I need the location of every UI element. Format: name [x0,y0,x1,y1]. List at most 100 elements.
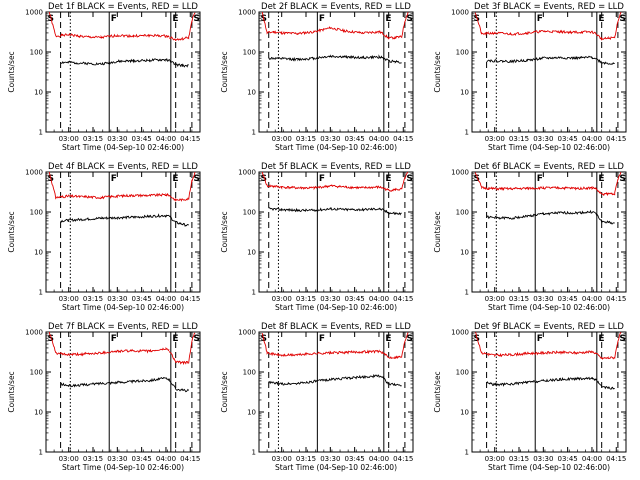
events-series-line [60,57,189,68]
detector-panel-7: Det 7f BLACK = Events, RED = LLD 1 10 100 10… [0,320,213,480]
marker-letter: E [172,334,178,344]
detector-panel-9: Det 9f BLACK = Events, RED = LLD 1 10 100 10… [426,320,639,480]
marker-letter: F [537,174,543,184]
x-axis-label: Start Time (04-Sep-10 02:46:00) [62,303,184,312]
y-tick-label: 10 [34,409,43,417]
x-tick-label: 04:15 [180,455,200,463]
marker-letter: S [193,174,199,184]
y-tick-label: 100 [243,49,256,57]
marker-letter: S [48,14,54,24]
x-tick-label: 04:00 [156,295,176,303]
x-tick-label: 04:15 [606,135,626,143]
x-tick-label: 04:15 [180,135,200,143]
plot-frame [45,331,201,453]
y-axis-label: Counts/sec [433,211,442,252]
panel-title: Det 9f BLACK = Events, RED = LLD [474,322,624,332]
plot-frame [471,331,627,453]
panel-chart: Det 8f BLACK = Events, RED = LLD 1 10 100 10… [220,322,414,472]
marker-letter: E [385,334,391,344]
x-tick-label: 03:45 [132,135,152,143]
y-tick-label: 10 [247,409,256,417]
marker-letter: F [319,174,325,184]
y-axis-label: Counts/sec [7,51,16,92]
x-tick-label: 03:00 [59,135,79,143]
plot-frame [45,11,201,133]
x-tick-label: 03:15 [296,135,316,143]
x-tick-label: 03:45 [558,135,578,143]
marker-letter: S [193,334,199,344]
y-tick-label: 100 [30,49,43,57]
marker-letter: S [406,174,412,184]
y-tick-label: 1 [39,129,43,137]
plot-frame [471,11,627,133]
x-tick-label: 03:15 [296,295,316,303]
x-tick-label: 03:15 [509,295,529,303]
marker-letter: S [406,334,412,344]
y-tick-label: 1000 [25,9,43,17]
plot-frame [258,331,414,453]
x-axis-label: Start Time (04-Sep-10 02:46:00) [275,143,397,152]
marker-letter: S [406,14,412,24]
y-tick-label: 1000 [451,169,469,177]
x-tick-label: 04:00 [582,295,602,303]
detector-panel-5: Det 5f BLACK = Events, RED = LLD 1 10 100 10… [213,160,426,320]
marker-letter: F [111,334,117,344]
x-tick-label: 03:45 [132,295,152,303]
x-tick-label: 03:30 [320,135,340,143]
x-tick-label: 03:45 [132,455,152,463]
x-axis-label: Start Time (04-Sep-10 02:46:00) [488,463,610,472]
y-axis-label: Counts/sec [7,211,16,252]
y-tick-label: 100 [243,209,256,217]
events-series-line [486,209,615,225]
y-tick-label: 1 [252,129,256,137]
x-tick-label: 04:15 [393,455,413,463]
events-series-line [486,376,615,390]
y-tick-label: 10 [247,89,256,97]
plot-frame [45,171,201,293]
y-tick-label: 1000 [25,169,43,177]
plot-frame [258,171,414,293]
y-tick-label: 100 [30,209,43,217]
y-tick-label: 1 [252,289,256,297]
marker-letter: E [598,334,604,344]
x-tick-label: 03:15 [83,295,103,303]
y-tick-label: 1 [39,449,43,457]
panel-chart: Det 2f BLACK = Events, RED = LLD 1 10 100 10… [220,2,414,152]
marker-letter: S [474,174,480,184]
y-tick-label: 100 [456,369,469,377]
marker-letter: S [474,14,480,24]
x-tick-label: 03:30 [320,295,340,303]
detector-panel-1: Det 1f BLACK = Events, RED = LLD 1 10 100 10… [0,0,213,160]
x-tick-label: 03:00 [59,455,79,463]
panel-chart: Det 4f BLACK = Events, RED = LLD 1 10 100 10… [7,162,201,312]
events-series-line [268,373,402,387]
y-axis-label: Counts/sec [433,371,442,412]
y-tick-label: 1000 [451,9,469,17]
lld-series-line [261,172,409,192]
panel-title: Det 8f BLACK = Events, RED = LLD [261,322,411,332]
detector-panel-8: Det 8f BLACK = Events, RED = LLD 1 10 100 10… [213,320,426,480]
x-tick-label: 03:00 [272,135,292,143]
x-tick-label: 04:15 [393,295,413,303]
x-tick-label: 03:00 [59,295,79,303]
detector-panel-4: Det 4f BLACK = Events, RED = LLD 1 10 100 10… [0,160,213,320]
marker-letter: S [474,334,480,344]
x-tick-label: 03:30 [533,135,553,143]
x-tick-label: 03:45 [345,135,365,143]
marker-letter: S [48,334,54,344]
panel-title: Det 4f BLACK = Events, RED = LLD [48,162,198,172]
y-tick-label: 100 [456,209,469,217]
y-tick-label: 10 [460,409,469,417]
y-tick-label: 100 [30,369,43,377]
lld-series-line [48,12,196,41]
y-axis-label: Counts/sec [433,51,442,92]
x-tick-label: 04:15 [180,295,200,303]
marker-letter: E [385,14,391,24]
x-tick-label: 04:00 [369,295,389,303]
x-tick-label: 03:45 [345,455,365,463]
x-tick-label: 03:30 [320,455,340,463]
x-tick-label: 03:30 [107,295,127,303]
y-tick-label: 10 [247,249,256,257]
y-tick-label: 10 [34,89,43,97]
